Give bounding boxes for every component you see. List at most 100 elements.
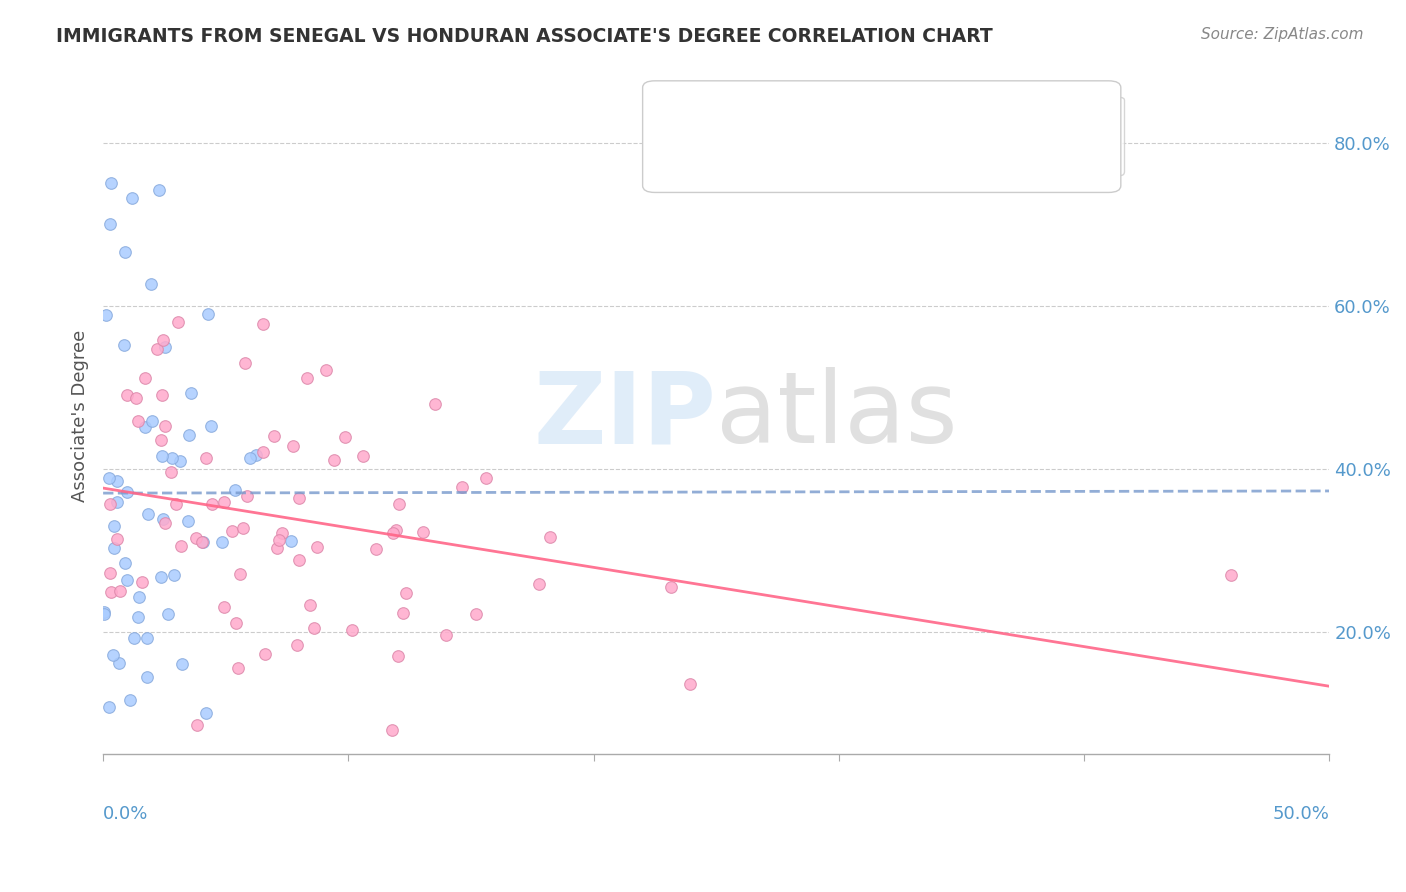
Point bbox=[118, 693, 141, 707]
Point bbox=[134, 420, 156, 434]
Point bbox=[112, 338, 135, 352]
Point bbox=[136, 632, 159, 646]
Point bbox=[110, 583, 132, 598]
Point bbox=[145, 342, 167, 356]
Point bbox=[156, 607, 179, 621]
Point bbox=[395, 586, 418, 600]
Point bbox=[315, 363, 337, 377]
Point bbox=[266, 541, 288, 556]
Point bbox=[659, 580, 682, 594]
Y-axis label: Associate's Degree: Associate's Degree bbox=[72, 329, 89, 502]
Text: ZIP: ZIP bbox=[533, 368, 716, 464]
Point bbox=[150, 570, 173, 584]
Point bbox=[153, 340, 176, 354]
Point bbox=[381, 723, 404, 737]
Point bbox=[150, 449, 173, 463]
Point bbox=[105, 475, 128, 489]
Point bbox=[474, 471, 496, 485]
Point bbox=[323, 453, 346, 467]
Point bbox=[434, 628, 457, 642]
Point bbox=[679, 677, 702, 691]
Point bbox=[226, 660, 249, 674]
FancyBboxPatch shape bbox=[643, 81, 1121, 193]
Point bbox=[134, 371, 156, 385]
Point bbox=[177, 514, 200, 528]
Point bbox=[160, 450, 183, 465]
Point bbox=[125, 392, 148, 406]
Point bbox=[98, 566, 121, 581]
Point bbox=[94, 308, 117, 322]
Point bbox=[155, 516, 177, 531]
Point bbox=[117, 388, 139, 402]
Point bbox=[138, 507, 160, 521]
Point bbox=[538, 529, 561, 543]
Point bbox=[193, 535, 215, 549]
Point bbox=[387, 649, 409, 664]
Point bbox=[153, 418, 176, 433]
Point bbox=[527, 577, 550, 591]
Point bbox=[283, 439, 305, 453]
Point bbox=[352, 450, 374, 464]
Text: atlas: atlas bbox=[716, 368, 957, 464]
Point bbox=[412, 524, 434, 539]
Point bbox=[239, 451, 262, 466]
Point bbox=[127, 414, 149, 428]
Text: 50.0%: 50.0% bbox=[1272, 805, 1329, 822]
Point bbox=[381, 526, 404, 541]
Point bbox=[105, 533, 128, 547]
Point bbox=[169, 454, 191, 468]
Point bbox=[107, 656, 129, 670]
Point bbox=[388, 497, 411, 511]
Point bbox=[221, 524, 243, 539]
Point bbox=[385, 523, 408, 537]
Text: 0.0%: 0.0% bbox=[103, 805, 149, 822]
Point bbox=[235, 490, 257, 504]
Point bbox=[200, 419, 222, 434]
Point bbox=[197, 307, 219, 321]
Point bbox=[141, 414, 163, 428]
Text: Source: ZipAtlas.com: Source: ZipAtlas.com bbox=[1201, 27, 1364, 42]
Point bbox=[121, 190, 143, 204]
Point bbox=[340, 623, 363, 637]
Point bbox=[288, 491, 311, 505]
Point bbox=[285, 638, 308, 652]
Point bbox=[100, 497, 122, 511]
Point bbox=[280, 533, 302, 548]
Point bbox=[214, 599, 236, 614]
Point bbox=[103, 541, 125, 555]
Point bbox=[423, 397, 446, 411]
Point bbox=[114, 556, 136, 570]
Point bbox=[263, 429, 285, 443]
Point bbox=[269, 533, 291, 548]
Point bbox=[451, 480, 474, 494]
Point bbox=[307, 540, 329, 554]
Point bbox=[100, 585, 122, 599]
Point bbox=[195, 451, 218, 466]
Point bbox=[114, 244, 136, 259]
Point bbox=[194, 706, 217, 721]
Point bbox=[186, 717, 208, 731]
Point bbox=[136, 670, 159, 684]
Point bbox=[224, 483, 246, 497]
Point bbox=[245, 448, 267, 462]
Legend: R = -0.052   N = 51, R = -0.445   N = 73: R = -0.052 N = 51, R = -0.445 N = 73 bbox=[880, 96, 1123, 175]
Point bbox=[103, 519, 125, 533]
Point bbox=[364, 541, 387, 556]
Point bbox=[165, 497, 187, 511]
Point bbox=[97, 700, 120, 714]
Point bbox=[233, 355, 256, 369]
Point bbox=[302, 621, 325, 635]
Point bbox=[228, 567, 250, 582]
Point bbox=[93, 605, 115, 619]
Point bbox=[93, 607, 115, 621]
Point bbox=[149, 434, 172, 448]
Point bbox=[148, 183, 170, 197]
Point bbox=[225, 615, 247, 630]
Point bbox=[253, 647, 276, 661]
Point bbox=[211, 535, 233, 549]
Point bbox=[392, 606, 415, 620]
Point bbox=[271, 525, 294, 540]
Point bbox=[122, 631, 145, 645]
Point bbox=[101, 648, 124, 662]
Point bbox=[100, 217, 122, 231]
